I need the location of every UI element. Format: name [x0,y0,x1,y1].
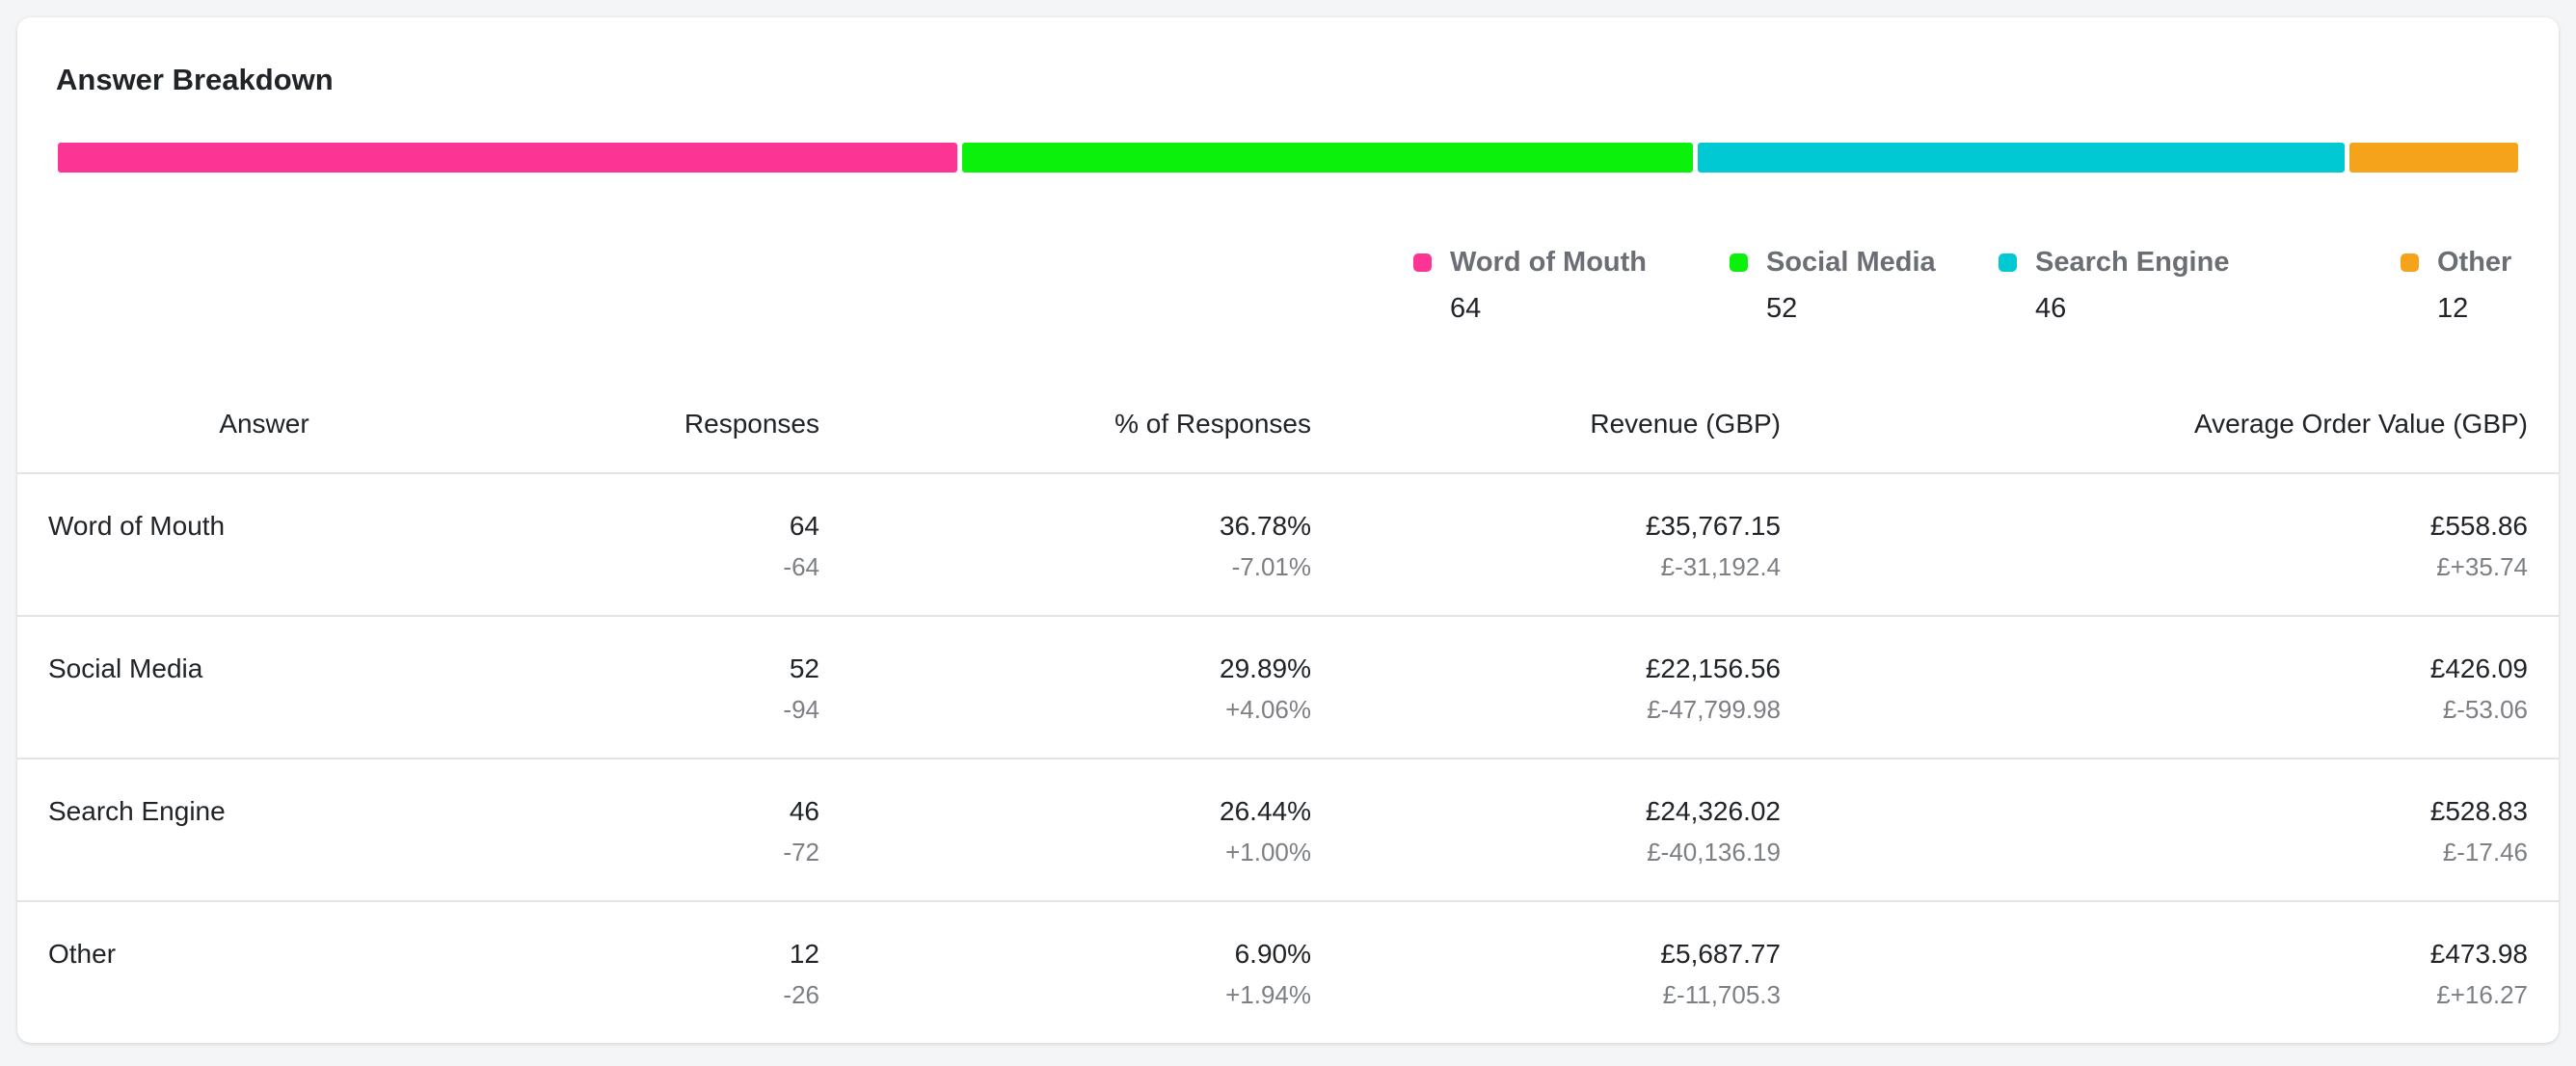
table-row: Other 12 -26 6.90% +1.94% £5,687.77 £-11,705.3… [17,901,2559,1043]
metric-cell: £22,156.56 £-47,799.98 [1342,616,1811,760]
bar-segment [1698,143,2346,173]
metric-cell: 6.90% +1.94% [850,901,1342,1043]
metric-value: £5,687.77 [1660,939,1781,969]
metric-cell: 29.89% +4.06% [850,616,1342,760]
legend-swatch [1730,253,1748,272]
table-row: Search Engine 46 -72 26.44% +1.00% £24,326.02… [17,759,2559,902]
metric-cell: 36.78% -7.01% [850,473,1342,617]
answer-table: Answer Responses% of Responses Revenue (GB… [17,376,2559,1043]
legend-value: 52 [1766,293,1798,324]
bar-segment [58,143,958,173]
column-header: Average Order Value (GBP) [1811,376,2559,474]
metric-cell: 26.44% +1.00% [850,759,1342,902]
metric-value: 29.89% [1220,653,1311,683]
metric-cell: £35,767.15 £-31,192.4 [1342,473,1811,617]
metric-change: £-53.06 [2442,695,2528,724]
metric-value: £35,767.15 [1645,511,1781,541]
metric-change: £-11,705.3 [1662,980,1781,1009]
metric-value: £558.86 [2429,511,2528,541]
metric-value: 52 [789,653,819,683]
metric-value: 36.78% [1220,511,1311,541]
metric-cell: £528.83 £-17.46 [1811,759,2559,902]
metric-cell: £473.98 £+16.27 [1811,901,2559,1043]
metric-change: £-31,192.4 [1660,552,1781,581]
metric-cell: 46 -72 [511,759,850,902]
metric-change: +1.94% [1225,980,1311,1009]
legend-value: 12 [2437,293,2469,324]
metric-change: +1.00% [1225,838,1311,866]
legend-label: Word of Mouth [1450,247,1648,278]
breakdown-bar [58,143,2518,173]
table-row: Social Media 52 -94 29.89% +4.06% £22,156.56 £… [17,616,2559,760]
metric-value: £24,326.02 [1645,796,1781,826]
legend-swatch [1413,253,1432,272]
metric-value: 6.90% [1234,939,1311,969]
metric-value: 12 [789,939,819,969]
metric-change: -26 [783,980,819,1009]
answer-cell: Social Media [17,616,511,760]
metric-value: 64 [789,511,819,541]
column-header: Answer [17,376,511,474]
column-header: % of Responses [850,376,1342,474]
answer-cell: Word of Mouth [17,473,511,617]
bar-segment [2349,143,2518,173]
bar-segment [962,143,1694,173]
legend-swatch [2401,253,2419,272]
legend-swatch [1999,253,2017,272]
metric-change: £+35.74 [2436,552,2528,581]
answer-cell: Search Engine [17,759,511,902]
metric-value: 26.44% [1220,796,1311,826]
card-title: Answer Breakdown [56,63,334,96]
metric-value: £426.09 [2429,653,2528,683]
legend-label: Other [2437,247,2512,278]
metric-change: -72 [783,838,819,866]
metric-change: +4.06% [1225,695,1311,724]
metric-value: 46 [789,796,819,826]
metric-change: -7.01% [1231,552,1311,581]
metric-value: £473.98 [2429,939,2528,969]
column-header: Revenue (GBP) [1342,376,1811,474]
header-row: Answer Responses% of Responses Revenue (GB… [17,376,2559,474]
metric-cell: 12 -26 [511,901,850,1043]
breakdown-card: Answer Breakdown Word of Mouth 64 Social M… [17,17,2559,1043]
metric-change: £-17.46 [2442,838,2528,866]
metric-change: £-47,799.98 [1647,695,1781,724]
metric-value: £22,156.56 [1645,653,1781,683]
table-row: Word of Mouth 64 -64 36.78% -7.01% £35,767.15… [17,473,2559,617]
metric-change: £-40,136.19 [1647,838,1781,866]
legend-value: 64 [1450,293,1482,324]
metric-cell: 52 -94 [511,616,850,760]
legend-label: Social Media [1766,247,1936,278]
metric-change: -64 [783,552,819,581]
metric-change: £+16.27 [2436,980,2528,1009]
column-header: Responses [511,376,850,474]
metric-value: £528.83 [2429,796,2528,826]
metric-change: -94 [783,695,819,724]
legend-value: 46 [2035,293,2067,324]
metric-cell: £5,687.77 £-11,705.3 [1342,901,1811,1043]
metric-cell: 64 -64 [511,473,850,617]
metric-cell: £24,326.02 £-40,136.19 [1342,759,1811,902]
metric-cell: £426.09 £-53.06 [1811,616,2559,760]
legend-label: Search Engine [2035,247,2230,278]
metric-cell: £558.86 £+35.74 [1811,473,2559,617]
answer-cell: Other [48,939,117,969]
